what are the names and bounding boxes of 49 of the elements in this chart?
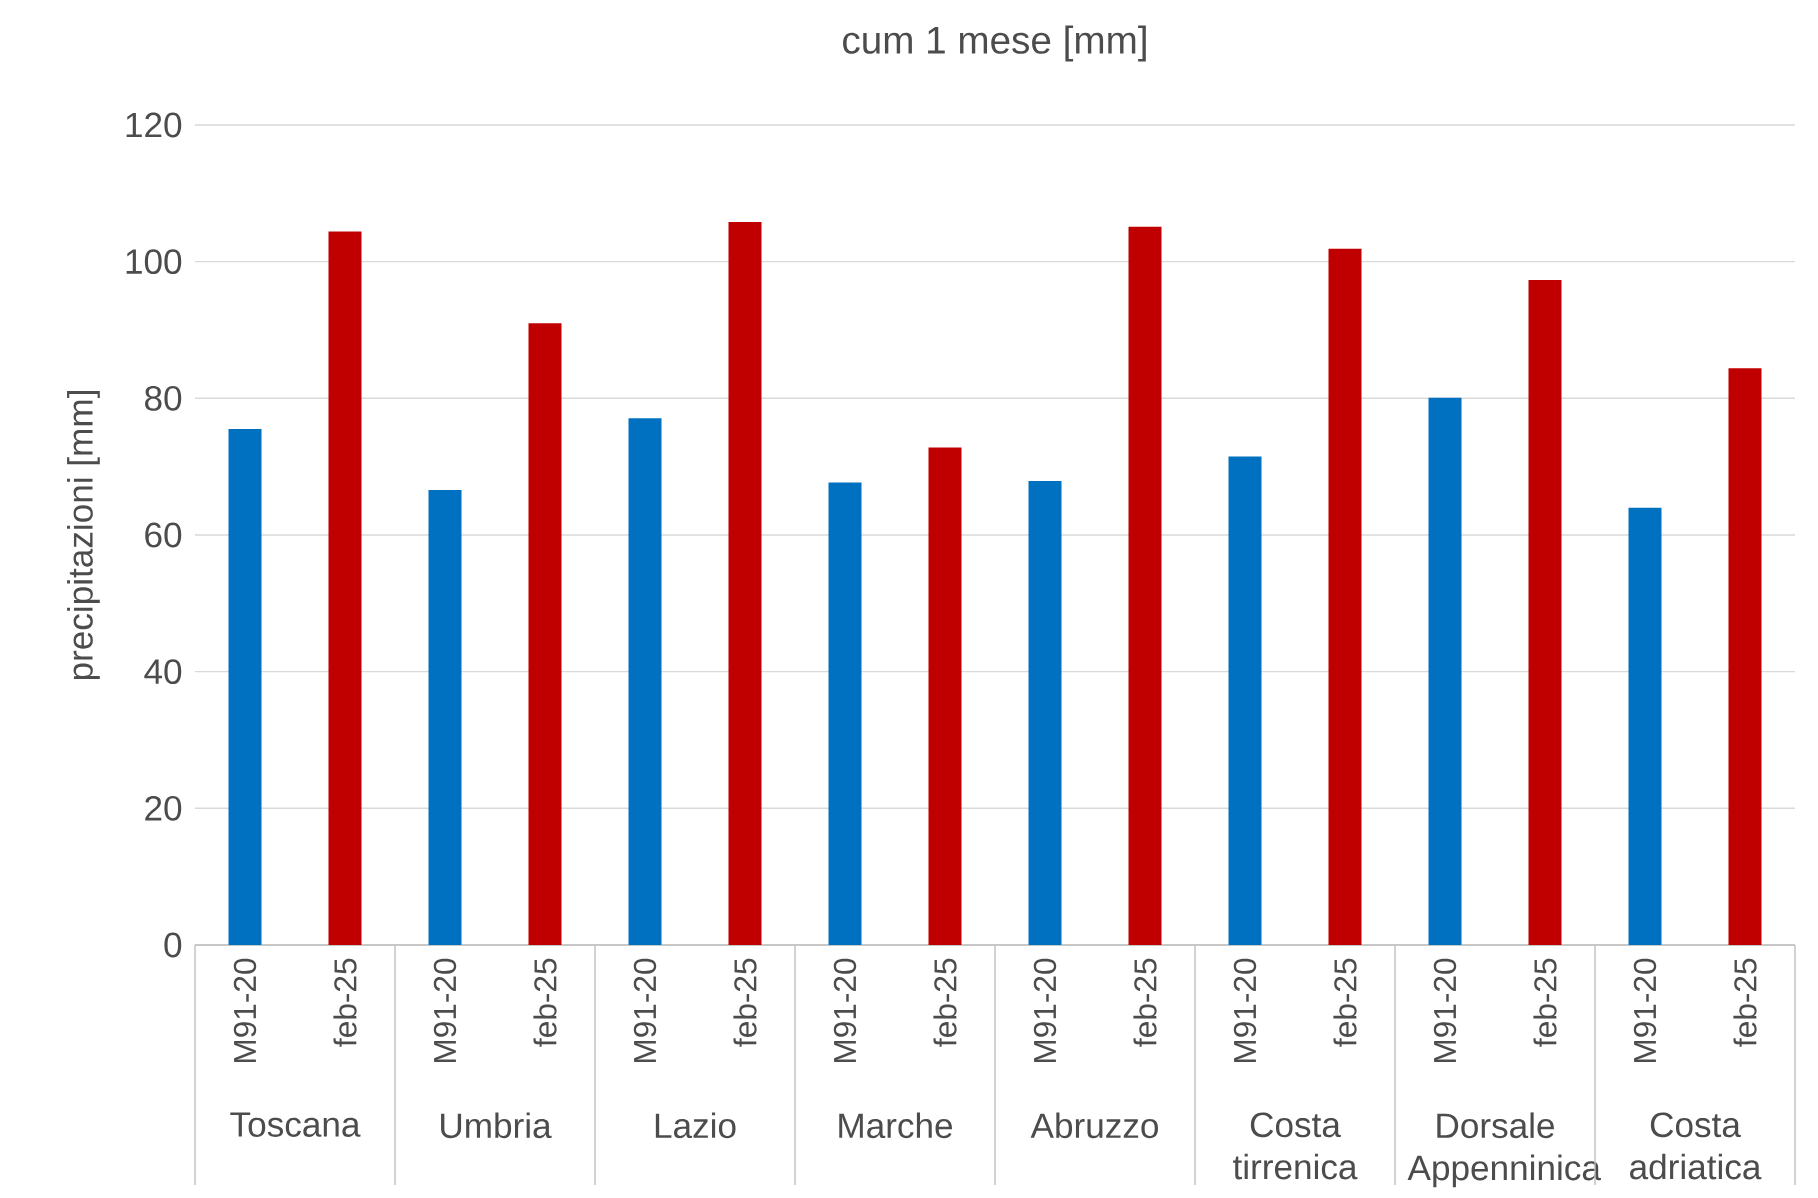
text: Umbria xyxy=(441,1112,552,1139)
text: Marche xyxy=(839,1112,953,1139)
y-tick-label: 80 xyxy=(145,385,182,411)
bar xyxy=(1128,226,1162,945)
x-tick-label: feb-25 xyxy=(333,958,357,1047)
chart-title: cum 1 mese [mm] xyxy=(843,25,1146,62)
bar xyxy=(228,429,262,945)
bar xyxy=(1328,248,1362,945)
y-tick-label: 20 xyxy=(145,795,182,821)
x-tick-label: feb-25 xyxy=(1533,958,1557,1047)
x-tick-label: feb-25 xyxy=(533,958,557,1047)
bar xyxy=(828,482,862,945)
y-tick-label: 100 xyxy=(126,249,182,275)
x-tick-label: M91-20 xyxy=(1233,958,1257,1063)
x-tick-label: feb-25 xyxy=(1133,958,1157,1047)
text: Lazio xyxy=(655,1112,736,1139)
x-tick-label: feb-25 xyxy=(1333,958,1357,1047)
x-tick-label: M91-20 xyxy=(233,958,257,1063)
bar xyxy=(428,489,462,945)
bar xyxy=(1228,456,1262,945)
x-tick-label: feb-25 xyxy=(733,958,757,1047)
text: Costa adriatica xyxy=(1630,1112,1762,1180)
y-tick-label: 40 xyxy=(144,659,182,685)
x-tick-label: feb-25 xyxy=(933,958,957,1047)
text: Dorsale Appenninica xyxy=(1407,1112,1601,1188)
y-tick-label: 60 xyxy=(145,522,182,548)
bar xyxy=(328,231,362,945)
x-tick-label: M91-20 xyxy=(633,958,657,1063)
x-tick-label: M91-20 xyxy=(833,958,857,1063)
x-tick-label: M91-20 xyxy=(433,958,457,1063)
text: Toscana xyxy=(230,1112,361,1137)
x-tick-label: feb-25 xyxy=(1733,958,1757,1047)
y-tick-label: 0 xyxy=(164,932,182,958)
text: Abruzzo xyxy=(1030,1112,1158,1139)
bar xyxy=(528,323,562,945)
x-tick-label: M91-20 xyxy=(1633,958,1657,1063)
bar xyxy=(1028,481,1062,945)
bar xyxy=(928,447,962,945)
bar xyxy=(628,418,662,945)
bar xyxy=(1728,368,1762,945)
text: Costa tirrenica xyxy=(1233,1112,1358,1180)
y-axis-title: precipitazioni [mm] xyxy=(67,391,100,680)
y-tick-label: 120 xyxy=(126,112,182,138)
x-tick-label: M91-20 xyxy=(1033,958,1057,1063)
bar xyxy=(1428,397,1462,945)
x-tick-label: M91-20 xyxy=(1433,958,1457,1063)
bar xyxy=(728,222,762,945)
bar xyxy=(1528,280,1562,945)
bar xyxy=(1628,507,1662,945)
